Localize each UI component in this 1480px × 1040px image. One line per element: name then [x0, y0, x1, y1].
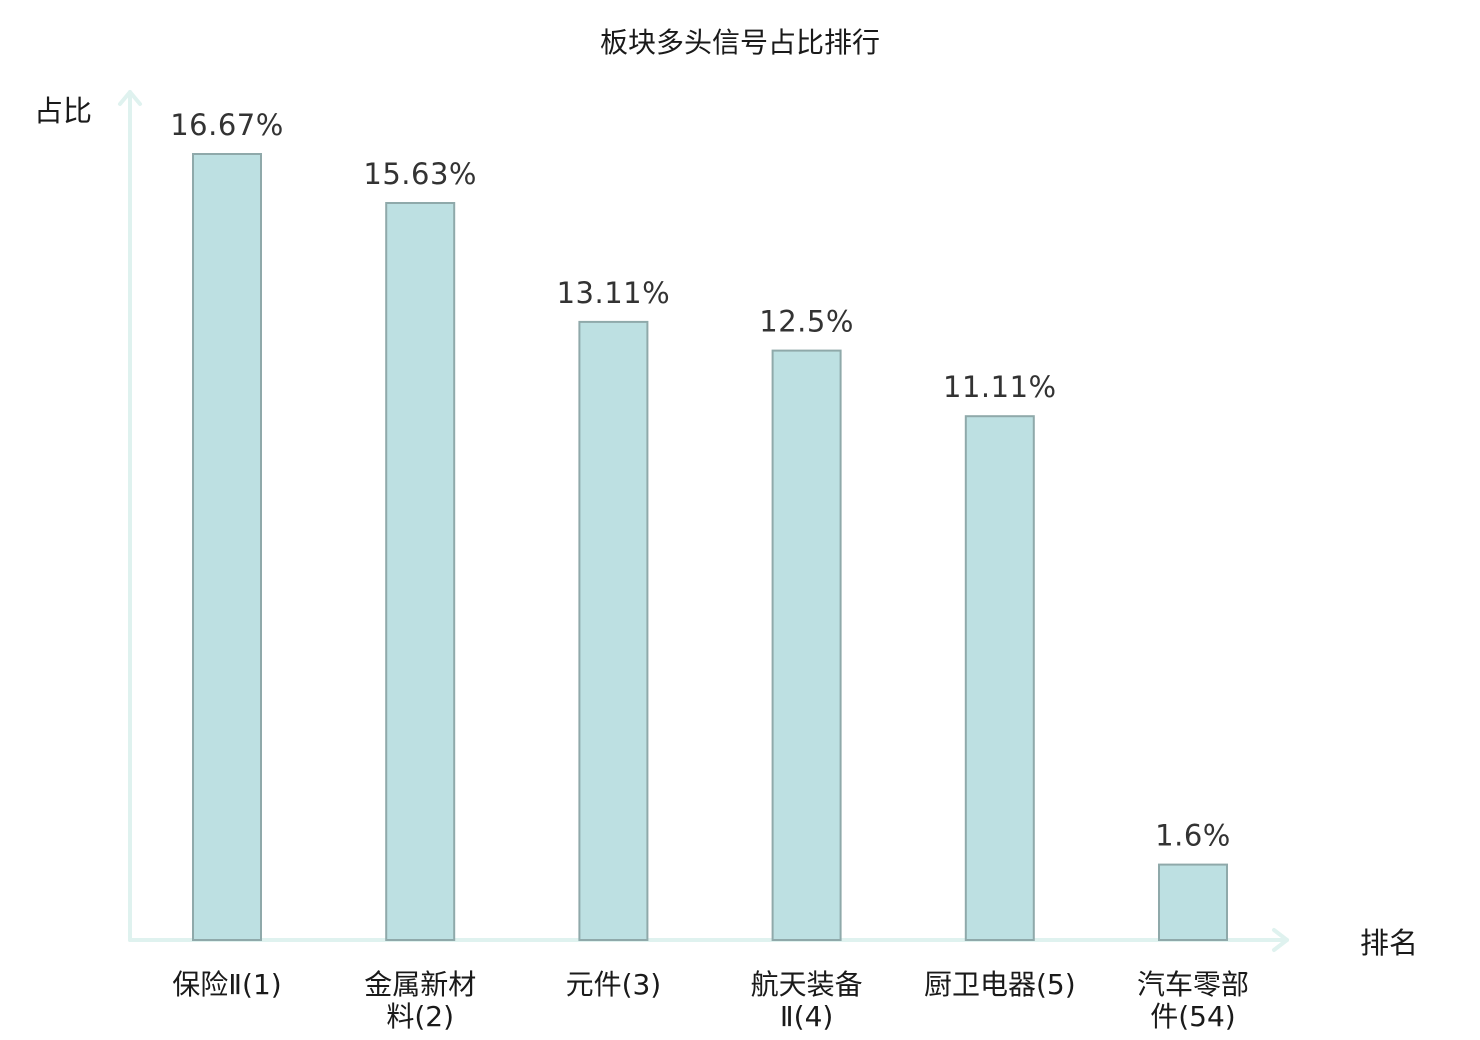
- category-label-4: 航天装备 Ⅱ(4): [751, 968, 863, 1033]
- category-labels: 保险Ⅱ(1) 金属新材料(2) 元件(3) 航天装备 Ⅱ(4) 厨卫电器(5) 汽车零部件(…: [172, 968, 1249, 1033]
- value-label-6: 1.6%: [1155, 819, 1231, 853]
- value-labels: 16.67% 15.63% 13.11% 12.5% 11.11% 1.6%: [170, 108, 1231, 853]
- category-label-line: 元件(3): [566, 968, 662, 1001]
- value-label-5: 11.11%: [943, 370, 1057, 404]
- category-label-line: 厨卫电器(5): [924, 968, 1076, 1001]
- category-label-1: 保险Ⅱ(1): [172, 968, 281, 1001]
- category-label-3: 元件(3): [566, 968, 662, 1001]
- category-label-line: 航天装备: [751, 968, 863, 1001]
- bar-3: [578, 320, 649, 941]
- value-label-1: 16.67%: [170, 108, 284, 142]
- bar-6: [1158, 863, 1228, 941]
- value-label-2: 15.63%: [363, 157, 477, 191]
- x-axis-title: 排名: [1360, 926, 1418, 960]
- category-label-line: 金属新材: [364, 968, 476, 1001]
- bar-1: [192, 153, 262, 941]
- category-label-line: 料(2): [386, 1000, 454, 1033]
- y-axis-arrow: [118, 90, 142, 106]
- bar-4: [771, 349, 842, 942]
- bar-2: [385, 202, 456, 941]
- category-label-line: 保险Ⅱ(1): [172, 968, 281, 1001]
- category-label-line: 汽车零部: [1137, 968, 1249, 1001]
- value-label-3: 13.11%: [557, 276, 671, 310]
- y-axis-title: 占比: [34, 94, 92, 128]
- value-label-4: 12.5%: [759, 305, 854, 339]
- category-label-2: 金属新材料(2): [364, 968, 476, 1033]
- x-axis-arrow: [1272, 928, 1289, 952]
- bars: [192, 153, 1228, 942]
- category-label-6: 汽车零部件(54): [1137, 968, 1249, 1033]
- category-label-5: 厨卫电器(5): [924, 968, 1076, 1001]
- category-label-line: 件(54): [1150, 1000, 1235, 1033]
- category-label-line: Ⅱ(4): [780, 1000, 833, 1033]
- chart-title: 板块多头信号占比排行: [600, 26, 880, 59]
- axes: [118, 90, 1289, 952]
- bar-5: [964, 415, 1035, 941]
